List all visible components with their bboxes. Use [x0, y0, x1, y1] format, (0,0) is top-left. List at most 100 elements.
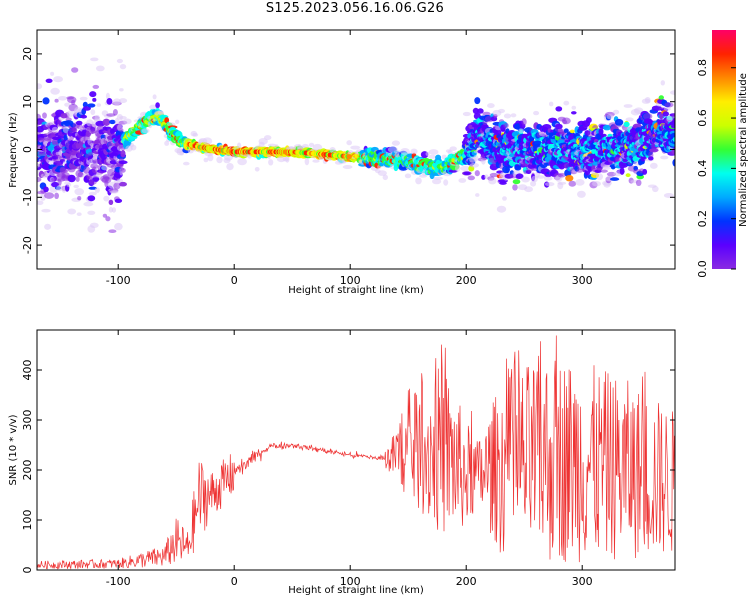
- spectrogram-cell: [524, 186, 533, 193]
- spectrogram-cell: [586, 117, 592, 124]
- spectrogram-cell: [51, 177, 59, 182]
- spectrogram-cell: [565, 175, 574, 182]
- spectrogram-cell: [192, 133, 199, 137]
- spectrogram-cell: [503, 113, 512, 119]
- spectrogram-cell: [346, 140, 353, 146]
- spectrogram-cell: [90, 109, 96, 115]
- spectrogram-cell: [74, 188, 84, 196]
- spectrogram-cell: [530, 180, 537, 187]
- spectrogram-cell: [130, 144, 137, 151]
- spectrogram-cell: [77, 172, 84, 178]
- spectrogram-cell: [94, 187, 100, 193]
- spectrogram-cell: [377, 170, 387, 176]
- spectrogram-cell: [105, 216, 111, 222]
- spectrogram-y-ticks: -20 -10 0 10 20: [21, 47, 675, 254]
- spectrogram-cell: [448, 169, 458, 173]
- spectrogram-cell: [92, 84, 100, 89]
- spectrogram-cell: [672, 159, 675, 167]
- spectrogram-x-tick-label: -100: [106, 274, 131, 287]
- snr-x-tick-label: -100: [106, 575, 131, 588]
- spectrogram-cell: [554, 123, 563, 130]
- spectrogram-cell: [660, 80, 665, 86]
- spectrogram-cell: [216, 156, 223, 164]
- spectrogram-cell: [488, 178, 497, 185]
- spectrogram-cell: [123, 118, 132, 125]
- spectrogram-cell: [477, 108, 484, 114]
- colorbar-scale: [712, 30, 736, 269]
- spectrogram-cell: [643, 113, 653, 120]
- spectrogram-cell: [502, 196, 507, 201]
- spectrogram-cell: [119, 128, 124, 133]
- snr-x-ticks: -100 0 100 200 300: [106, 330, 593, 588]
- spectrogram-cell: [102, 118, 111, 127]
- spectrogram-cell: [308, 142, 315, 147]
- spectrogram-cell: [53, 76, 63, 83]
- spectrogram-cell: [45, 78, 53, 84]
- spectrogram-cell: [607, 133, 613, 138]
- spectrogram-cell: [536, 175, 546, 179]
- snr-y-tick-label: 200: [21, 460, 34, 481]
- spectrogram-cell: [56, 185, 64, 192]
- spectrogram-cell: [391, 140, 400, 146]
- snr-y-tick-label: 400: [21, 360, 34, 381]
- spectrogram-cell: [469, 162, 479, 168]
- spectrogram-cell: [207, 153, 214, 162]
- spectrogram-cell: [268, 159, 274, 166]
- spectrogram-cell: [475, 193, 480, 197]
- spectrogram-x-ticks: -100 0 100 200 300: [106, 30, 593, 287]
- spectrogram-cell: [670, 90, 675, 95]
- spectrogram-y-tick-label: 20: [21, 47, 34, 61]
- spectrogram-cell: [447, 149, 453, 155]
- spectrogram-cell: [619, 167, 625, 175]
- spectrogram-cell: [382, 174, 388, 181]
- spectrogram-cell: [495, 129, 502, 136]
- spectrogram-cell: [37, 200, 44, 206]
- spectrogram-cell: [410, 148, 418, 155]
- spectrogram-cell: [652, 185, 659, 193]
- spectrogram-cell: [203, 157, 209, 163]
- spectrogram-cell: [569, 129, 575, 134]
- spectrogram-y-axis-label: Frequency (Hz): [8, 112, 19, 188]
- spectrogram-cell: [75, 176, 80, 182]
- spectrogram-x-tick-label: 100: [340, 274, 361, 287]
- spectrogram-cell: [106, 98, 113, 105]
- spectrogram-cell: [435, 154, 442, 161]
- spectrogram-cell: [82, 106, 92, 111]
- spectrogram-cell: [37, 176, 42, 183]
- spectrogram-cell: [664, 102, 674, 108]
- spectrogram-cell: [557, 172, 566, 178]
- snr-y-axis-label: SNR (10 * v/v): [8, 414, 19, 485]
- spectrogram-cell: [460, 165, 471, 171]
- spectrogram-y-tick-label: -20: [21, 236, 34, 254]
- spectrogram-cell: [428, 149, 439, 155]
- spectrogram-cell: [108, 229, 117, 233]
- spectrogram-cell: [473, 155, 479, 162]
- spectrogram-cell: [183, 161, 190, 166]
- spectrogram-cell: [258, 138, 268, 145]
- spectrogram-cell: [64, 102, 71, 107]
- spectrogram-cell: [613, 109, 620, 115]
- spectrogram-cell: [120, 168, 126, 173]
- spectrogram-cell: [83, 201, 94, 207]
- spectrogram-cell: [663, 107, 671, 111]
- spectrogram-cell: [75, 120, 83, 126]
- spectrogram-cell: [521, 118, 527, 126]
- spectrogram-cell: [77, 151, 82, 159]
- spectrogram-cell: [648, 156, 654, 161]
- spectrogram-y-tick-label: 10: [21, 95, 34, 109]
- spectrogram-cell: [254, 167, 260, 172]
- spectrogram-cell: [561, 117, 571, 125]
- spectrogram-cell: [649, 148, 659, 153]
- spectrogram-cell: [50, 87, 60, 95]
- snr-x-tick-label: 200: [456, 575, 477, 588]
- spectrogram-cell: [425, 151, 430, 156]
- spectrogram-cell: [80, 114, 87, 119]
- spectrogram-cell: [89, 222, 99, 228]
- spectrogram-cell: [544, 182, 555, 187]
- spectrogram-cell: [489, 172, 499, 178]
- spectrogram-cell: [116, 58, 123, 64]
- spectrogram-cell: [37, 83, 43, 90]
- spectrogram-cell: [51, 126, 59, 133]
- spectrogram-cell: [88, 191, 97, 196]
